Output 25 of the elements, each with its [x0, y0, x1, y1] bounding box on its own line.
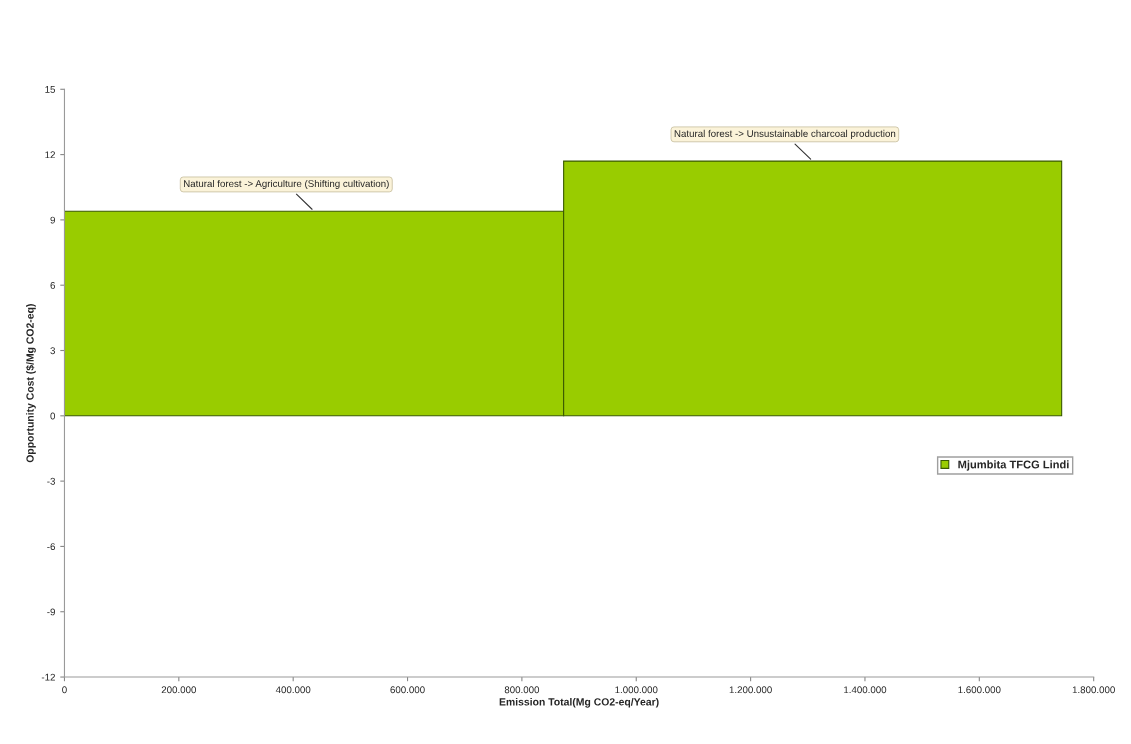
y-tick-label: 12	[45, 151, 55, 159]
y-axis-title: Opportunity Cost ($/Mg CO2-eq)	[25, 304, 36, 463]
annotation: Natural forest -> Unsustainable charcoal production	[674, 129, 896, 139]
x-tick-label: 1.200.000	[729, 686, 772, 694]
y-tick-label: 9	[50, 216, 55, 224]
x-tick-label: 1.000.000	[615, 686, 658, 694]
y-tick-label: -9	[47, 608, 55, 616]
y-tick-label: 3	[50, 347, 56, 355]
x-tick-label: 1.600.000	[958, 686, 1001, 694]
y-tick-label: 0	[50, 412, 56, 420]
y-tick-label: 15	[45, 86, 56, 93]
x-tick-label: 800.000	[504, 686, 540, 694]
x-axis-title: Emission Total(Mg CO2-eq/Year)	[499, 697, 659, 708]
x-tick-label: 400.000	[275, 686, 311, 694]
y-tick-label: -12	[41, 673, 55, 681]
x-tick-label: 600.000	[390, 686, 425, 694]
annotation: Natural forest -> Agriculture (Shifting cultivation)	[184, 179, 389, 189]
y-tick-label: 6	[50, 281, 56, 289]
x-tick-label: 0	[62, 686, 67, 694]
x-tick-label: 1.800.000	[1072, 686, 1115, 694]
x-tick-label: 1.400.000	[844, 686, 887, 694]
legend-label: Mjumbita TFCG Lindi	[958, 460, 1069, 471]
x-tick-label: 200.000	[161, 686, 197, 694]
y-tick-label: -3	[47, 477, 56, 485]
y-tick-label: -6	[47, 543, 56, 551]
